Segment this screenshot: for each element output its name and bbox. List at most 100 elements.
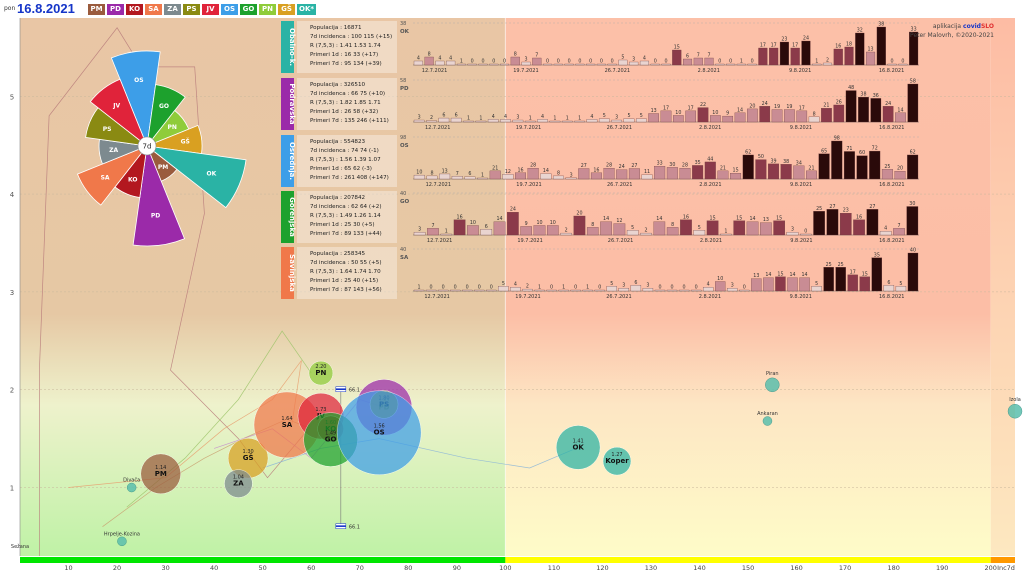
pie-slice-ok[interactable] <box>145 145 247 209</box>
bar <box>413 289 425 292</box>
region-tab-pn[interactable]: PN <box>259 4 276 15</box>
bar-value-label: 24 <box>510 207 516 213</box>
bar <box>775 276 786 292</box>
date-label: 26.7.2021 <box>605 68 630 74</box>
region-tab-ko[interactable]: KO <box>126 4 143 15</box>
bar <box>822 62 833 66</box>
bar-value-label: 8 <box>430 170 433 176</box>
pie-slice-sa[interactable] <box>76 145 149 206</box>
bar <box>821 108 832 123</box>
bar <box>715 281 726 292</box>
bar-value-label: 8 <box>514 52 517 58</box>
bar-value-label: 4 <box>449 56 452 62</box>
bar <box>502 174 514 180</box>
bar <box>650 63 660 66</box>
pie-slice-jv[interactable] <box>89 78 148 148</box>
region-tab-os[interactable]: OS <box>221 4 238 15</box>
town-marker-izola[interactable] <box>1007 403 1023 419</box>
region-tab-ok[interactable]: OK* <box>297 4 316 15</box>
bar <box>487 119 499 123</box>
town-marker-ankaran[interactable] <box>762 416 773 426</box>
date-label: 9.8.2021 <box>790 294 812 300</box>
x-tick-label: 70 <box>356 564 364 572</box>
bar-value-label: 4 <box>590 114 593 120</box>
bar <box>648 113 659 123</box>
x-tick-label: 50 <box>259 564 267 572</box>
x-tick-label: 30 <box>161 564 169 572</box>
bar <box>626 230 639 236</box>
region-tab-za[interactable]: ZA <box>164 4 181 15</box>
pie-slice-label: PN <box>167 124 176 131</box>
bar <box>907 252 919 292</box>
bar <box>835 267 846 292</box>
bar <box>727 287 738 292</box>
bar <box>682 58 693 66</box>
bar-value-label: 0 <box>503 59 506 65</box>
region-tab-sa[interactable]: SA <box>145 4 162 15</box>
bubble-koper[interactable] <box>602 446 632 476</box>
region-name-box <box>281 247 294 299</box>
bar-value-label: 3 <box>632 57 635 63</box>
bar <box>500 119 511 123</box>
date-label: 12.7.2021 <box>425 125 450 131</box>
bar-value-label: 1 <box>586 285 589 291</box>
town-marker-piran[interactable] <box>765 377 780 393</box>
bubble-ok[interactable] <box>555 425 601 470</box>
bar <box>546 289 557 292</box>
bubble-code: GŠ <box>243 453 254 462</box>
bar-value-label: 17 <box>771 43 777 49</box>
bar <box>628 168 640 180</box>
bubble-pm[interactable] <box>140 453 182 495</box>
bar <box>799 277 810 292</box>
bar-value-label: 2 <box>430 115 433 121</box>
bar <box>690 289 702 292</box>
bar <box>590 172 602 180</box>
pie-slice-pd[interactable] <box>132 144 186 247</box>
bubble-za[interactable] <box>224 469 253 498</box>
bar-value-label: 17 <box>799 105 805 111</box>
pie-slice-os[interactable] <box>110 50 161 148</box>
bubble-code: GO <box>325 436 337 444</box>
pie-slice-go[interactable] <box>146 84 186 148</box>
bar-value-label: 13 <box>763 217 769 223</box>
bar-value-label: 1 <box>578 116 581 122</box>
bar-value-label: 32 <box>857 28 863 34</box>
bubble-os[interactable] <box>336 390 422 475</box>
region-tab-jv[interactable]: JV <box>202 4 219 15</box>
bar <box>780 164 792 180</box>
bubble-pn[interactable] <box>308 360 334 386</box>
bubble-r-value: 1.27 <box>611 452 622 458</box>
bar <box>413 119 425 123</box>
bar <box>746 221 759 236</box>
bar-value-label: 28 <box>606 163 612 169</box>
stat-line: 7d incidenca : 50 55 (+5) <box>310 260 382 266</box>
pie-slice-label: PD <box>151 212 160 219</box>
bar <box>672 49 682 66</box>
bar-value-label: 1 <box>562 285 565 291</box>
date-label: 19.7.2021 <box>517 238 542 244</box>
town-marker-divača[interactable] <box>126 482 137 493</box>
bar-value-label: 4 <box>514 282 517 288</box>
bar-value-label: 9 <box>726 111 729 117</box>
region-tab-pd[interactable]: PD <box>107 4 124 15</box>
bar <box>499 63 510 66</box>
bar-value-label: 38 <box>783 159 789 165</box>
bar-value-label: 3 <box>516 115 519 121</box>
bar-value-label: 15 <box>777 271 783 277</box>
bar <box>561 120 573 123</box>
region-tab-pm[interactable]: PM <box>88 4 105 15</box>
region-tab-ps[interactable]: PS <box>183 4 200 15</box>
bar <box>784 109 795 123</box>
bar-value-label: 0 <box>891 59 894 65</box>
region-name-box <box>281 78 294 130</box>
bar-value-label: 21 <box>823 103 829 109</box>
bar <box>641 174 653 180</box>
pie-slice-label: GO <box>159 103 169 110</box>
town-marker-hrpelje-kozina[interactable] <box>117 536 127 547</box>
region-tab-go[interactable]: GO <box>240 4 257 15</box>
region-tab-gš[interactable]: GŠ <box>278 4 295 15</box>
bar-value-label: 17 <box>688 105 694 111</box>
bar-value-label: 3 <box>622 283 625 289</box>
region-name-box <box>281 21 294 73</box>
region-name: Podravska <box>288 83 296 125</box>
